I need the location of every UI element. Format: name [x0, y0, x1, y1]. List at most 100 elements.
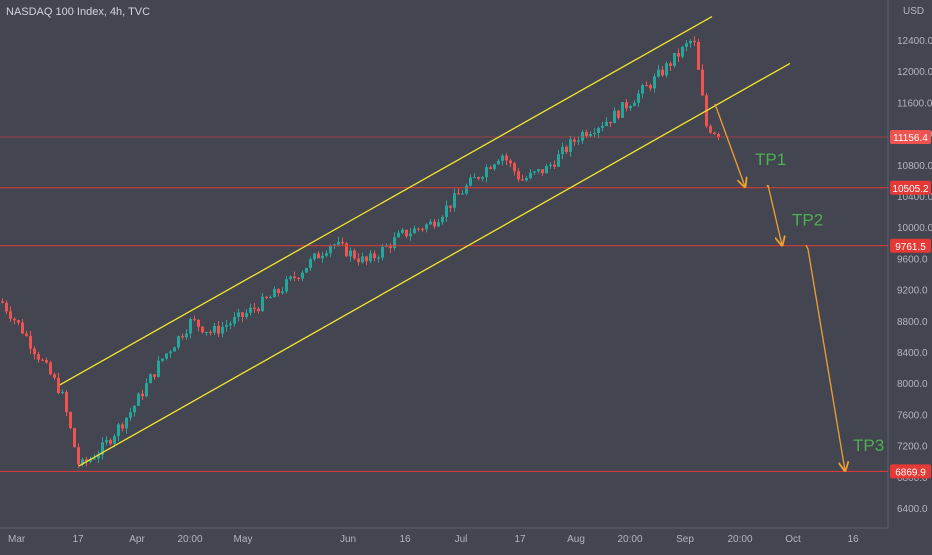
candle-body: [345, 243, 348, 257]
candle-body: [605, 121, 608, 126]
candle-body: [341, 241, 344, 244]
time-tick-label: 17: [514, 534, 526, 545]
candle-body: [85, 459, 88, 462]
candle-body: [5, 302, 8, 312]
candle-body: [53, 374, 56, 378]
candle-body: [193, 319, 196, 321]
candle-body: [321, 255, 324, 259]
candle-body: [561, 146, 564, 155]
price-tick-label: 6400.0: [897, 504, 928, 515]
candle-body: [173, 347, 176, 352]
candle-body: [521, 179, 524, 181]
candle-body: [433, 221, 436, 227]
candle-body: [393, 237, 396, 249]
time-tick-label: 20:00: [727, 534, 752, 545]
candle-body: [533, 171, 536, 173]
candle-body: [441, 216, 444, 223]
candle-body: [157, 360, 160, 377]
price-level-tag: [890, 180, 931, 195]
candle-body: [405, 229, 408, 237]
candle-body: [709, 126, 712, 133]
candle-body: [501, 155, 504, 161]
candle-body: [593, 133, 596, 135]
candle-body: [377, 257, 380, 259]
candle-body: [493, 164, 496, 169]
price-tick-label: 8000.0: [897, 379, 928, 390]
candle-body: [145, 383, 148, 397]
candle-body: [489, 167, 492, 169]
candle-body: [229, 323, 232, 326]
projection-connector: [805, 244, 809, 250]
candle-body: [717, 134, 720, 138]
candle-body: [265, 296, 268, 298]
candle-body: [597, 127, 600, 134]
candle-body: [45, 360, 48, 363]
time-tick-label: Aug: [567, 534, 585, 545]
candle-body: [525, 178, 528, 181]
candle-body: [653, 76, 656, 89]
candle-body: [481, 177, 484, 179]
candle-body: [701, 69, 704, 96]
price-tick-label: 7200.0: [897, 442, 928, 453]
price-tick-label: 8800.0: [897, 317, 928, 328]
candle-body: [69, 412, 72, 429]
candle-body: [309, 259, 312, 268]
candle-body: [353, 250, 356, 259]
price-tick-label: 12000.0: [897, 67, 932, 78]
candle-body: [601, 125, 604, 128]
candle-body: [445, 205, 448, 217]
candle-body: [161, 358, 164, 361]
candle-body: [413, 228, 416, 234]
projection-connector: [766, 184, 769, 187]
candle-body: [1, 301, 4, 303]
candle-body: [297, 277, 300, 279]
candle-body: [569, 139, 572, 153]
candle-body: [637, 93, 640, 103]
price-tick-label: 7600.0: [897, 410, 928, 421]
candle-body: [585, 131, 588, 137]
candle-body: [141, 393, 144, 397]
candle-body: [245, 312, 248, 317]
candle-body: [121, 424, 124, 429]
candle-body: [621, 102, 624, 118]
candle-body: [425, 224, 428, 230]
candle-body: [713, 132, 716, 135]
candle-body: [609, 121, 612, 124]
candle-body: [505, 155, 508, 161]
price-level-tag: [890, 130, 931, 145]
projection-arrow: [714, 103, 745, 187]
candle-body: [437, 222, 440, 227]
candle-body: [409, 233, 412, 237]
target-label-tp3: TP3: [853, 436, 884, 455]
candle-body: [289, 276, 292, 280]
candle-body: [237, 312, 240, 317]
candle-body: [213, 325, 216, 333]
candle-body: [661, 69, 664, 76]
price-level-tag: [890, 238, 931, 253]
candle-body: [665, 63, 668, 76]
candle-body: [277, 289, 280, 294]
candle-body: [553, 164, 556, 167]
candle-body: [325, 253, 328, 256]
price-level-label: 6869.9: [895, 467, 926, 478]
candle-body: [33, 348, 36, 355]
candle-body: [473, 177, 476, 179]
candle-body: [109, 439, 112, 444]
candle-body: [529, 172, 532, 179]
candle-body: [381, 246, 384, 258]
candle-body: [217, 325, 220, 334]
time-tick-label: 20:00: [177, 534, 202, 545]
target-label-tp1: TP1: [755, 150, 786, 169]
time-tick-label: 16: [399, 534, 411, 545]
candle-body: [401, 229, 404, 233]
currency-label: USD: [903, 6, 925, 17]
candle-body: [149, 374, 152, 384]
time-tick-label: 16: [847, 534, 859, 545]
candle-body: [389, 245, 392, 249]
candle-body: [153, 374, 156, 377]
candle-body: [329, 245, 332, 254]
projection-arrow: [767, 184, 782, 245]
candle-body: [549, 164, 552, 166]
